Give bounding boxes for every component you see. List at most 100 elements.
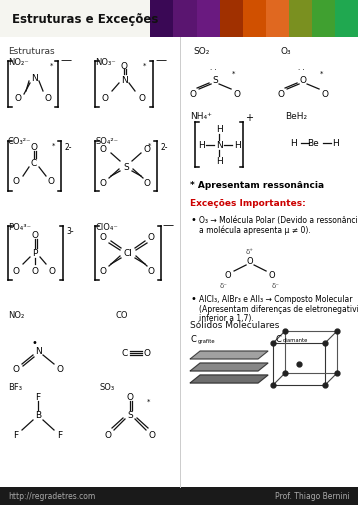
Text: (Apresentam diferenças de eletronegatividade: (Apresentam diferenças de eletronegativi…	[199, 304, 358, 313]
Text: δ⁺: δ⁺	[246, 248, 254, 255]
Text: N: N	[216, 141, 222, 150]
Text: O: O	[247, 257, 253, 266]
Text: *: *	[50, 63, 54, 69]
Text: S: S	[123, 162, 129, 171]
Text: *: *	[319, 71, 323, 77]
Text: BeH₂: BeH₂	[285, 111, 307, 120]
Bar	[173, 0, 198, 38]
Text: O: O	[100, 145, 106, 154]
Text: C: C	[122, 349, 128, 358]
Text: δ⁻: δ⁻	[220, 282, 228, 288]
Text: diamante: diamante	[283, 338, 309, 343]
Text: —: —	[163, 220, 174, 230]
Text: +: +	[245, 113, 253, 123]
Text: F: F	[35, 393, 40, 401]
Text: O: O	[13, 267, 19, 276]
Text: O: O	[30, 143, 38, 152]
Text: N: N	[121, 75, 127, 84]
Text: H: H	[216, 125, 222, 134]
Text: Be: Be	[307, 139, 319, 148]
Text: O: O	[15, 93, 21, 103]
Text: O: O	[13, 364, 19, 373]
Text: CO₃²⁻: CO₃²⁻	[8, 137, 32, 146]
Text: O: O	[57, 364, 63, 373]
Text: O: O	[100, 179, 106, 188]
Text: Estruturas: Estruturas	[8, 46, 55, 56]
Text: *: *	[148, 143, 152, 148]
Text: O: O	[225, 271, 231, 280]
Polygon shape	[190, 363, 268, 371]
Text: N: N	[31, 73, 37, 82]
Bar	[0, 0, 358, 38]
Text: grafite: grafite	[198, 338, 216, 343]
Text: C: C	[31, 159, 37, 168]
Text: 2-: 2-	[64, 142, 72, 151]
Text: •: •	[190, 293, 196, 304]
Bar	[335, 0, 358, 38]
Text: O: O	[105, 431, 111, 440]
Text: O: O	[149, 431, 155, 440]
Text: O: O	[48, 267, 55, 276]
Text: AlCl₃, AlBr₃ e AlI₃ → Composto Molecular: AlCl₃, AlBr₃ e AlI₃ → Composto Molecular	[199, 294, 353, 303]
Text: O₃: O₃	[280, 46, 291, 56]
Text: B: B	[35, 411, 41, 420]
Text: SO₄²⁻: SO₄²⁻	[95, 137, 118, 146]
Text: H: H	[198, 141, 204, 150]
Text: PO₄³⁻: PO₄³⁻	[8, 222, 31, 231]
Text: CO: CO	[115, 311, 127, 320]
Bar	[219, 0, 244, 38]
Text: —: —	[155, 55, 166, 65]
Text: O: O	[13, 177, 19, 186]
Text: S: S	[127, 411, 133, 420]
Text: O: O	[269, 271, 275, 280]
Text: NH₄⁺: NH₄⁺	[190, 111, 212, 120]
Text: NO₂⁻: NO₂⁻	[8, 58, 29, 66]
Text: O: O	[44, 93, 52, 103]
Text: O: O	[121, 62, 127, 70]
Text: O: O	[321, 89, 329, 98]
Text: NO₃⁻: NO₃⁻	[95, 58, 116, 66]
Text: F: F	[14, 431, 19, 440]
Text: C: C	[275, 335, 281, 344]
Text: O: O	[126, 393, 134, 401]
Text: O: O	[144, 349, 150, 358]
Text: O: O	[100, 232, 106, 241]
Text: H: H	[332, 139, 338, 148]
Text: •: •	[190, 215, 196, 225]
Text: 3-: 3-	[66, 227, 74, 236]
Bar	[243, 0, 267, 38]
Text: O: O	[32, 267, 39, 276]
Text: δ⁻: δ⁻	[272, 282, 280, 288]
Text: N: N	[35, 346, 42, 355]
Text: H: H	[290, 139, 296, 148]
Polygon shape	[190, 351, 268, 359]
Text: ClO₄⁻: ClO₄⁻	[95, 222, 118, 231]
Text: inferior a 1,7).: inferior a 1,7).	[199, 314, 254, 323]
Bar	[0, 487, 358, 505]
Text: O: O	[48, 177, 54, 186]
Text: NO₂: NO₂	[8, 311, 24, 320]
Text: Prof. Thiago Bernini: Prof. Thiago Bernini	[275, 491, 350, 500]
Bar	[289, 0, 313, 38]
Text: O: O	[277, 89, 285, 98]
Text: * Apresentam ressonância: * Apresentam ressonância	[190, 181, 324, 190]
Text: SO₃: SO₃	[100, 383, 115, 392]
Text: O: O	[102, 93, 108, 103]
Text: Sólidos Moleculares: Sólidos Moleculares	[190, 321, 280, 330]
Text: S: S	[212, 75, 218, 84]
Text: —: —	[61, 55, 72, 65]
Polygon shape	[190, 375, 268, 383]
Text: http://regradetres.com: http://regradetres.com	[8, 491, 95, 500]
Text: F: F	[57, 431, 63, 440]
Text: O: O	[100, 267, 106, 276]
Bar	[266, 0, 290, 38]
Text: O: O	[300, 75, 306, 84]
Text: •: •	[31, 337, 37, 347]
Text: · ·: · ·	[210, 67, 217, 73]
Text: C: C	[190, 335, 196, 344]
Text: *: *	[147, 398, 151, 404]
Text: O: O	[144, 145, 150, 154]
Bar	[312, 0, 336, 38]
Text: O: O	[139, 93, 145, 103]
Text: · ·: · ·	[298, 67, 304, 73]
